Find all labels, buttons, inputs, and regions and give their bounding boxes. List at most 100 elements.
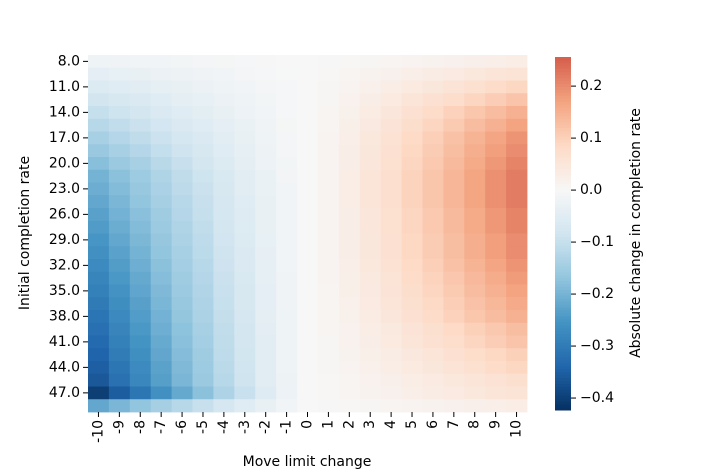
heatmap-cell	[359, 361, 382, 375]
colorbar-segment	[555, 209, 571, 214]
heatmap-cell	[338, 80, 361, 94]
colorbar-segment	[555, 165, 571, 170]
heatmap-cell	[150, 361, 173, 375]
heatmap-cell	[192, 182, 214, 196]
heatmap-cell	[129, 233, 152, 247]
heatmap-cell	[150, 55, 173, 69]
x-tick-label: -5	[195, 420, 211, 434]
heatmap-cell	[297, 348, 319, 362]
colorbar-segment	[555, 407, 571, 411]
colorbar-segment	[555, 68, 571, 73]
heatmap-cell	[485, 67, 507, 81]
heatmap-cell	[234, 93, 256, 107]
heatmap-cell	[192, 259, 214, 273]
heatmap-cell	[485, 195, 507, 209]
heatmap-cell	[317, 259, 340, 273]
colorbar-segment	[555, 151, 571, 155]
colorbar-segment	[555, 371, 571, 376]
heatmap-cell	[359, 322, 382, 336]
x-tick-label: -4	[216, 420, 232, 434]
x-tick-label: -3	[237, 420, 253, 434]
heatmap-cell	[129, 67, 152, 81]
heatmap-cell	[401, 67, 423, 81]
y-tick-label: 35.0	[49, 283, 80, 299]
heatmap-cell	[171, 169, 193, 183]
heatmap-cell	[464, 386, 486, 400]
heatmap-cell	[213, 106, 235, 120]
colorbar-segment	[555, 124, 571, 129]
heatmap-cell	[380, 233, 402, 247]
heatmap-cell	[317, 67, 340, 81]
colorbar-segment	[555, 327, 571, 332]
heatmap-cell	[464, 348, 486, 362]
heatmap-cell	[192, 246, 214, 260]
heatmap-cell	[88, 195, 110, 209]
heatmap-cell	[88, 335, 110, 349]
heatmap-cell	[506, 195, 528, 209]
heatmap-cell	[108, 386, 131, 400]
heatmap-cell	[401, 195, 423, 209]
heatmap-cell	[150, 169, 173, 183]
heatmap-cell	[401, 297, 423, 311]
heatmap-cell	[297, 310, 319, 324]
heatmap-cell	[443, 386, 465, 400]
heatmap-cell	[150, 335, 173, 349]
heatmap-cell	[255, 233, 277, 247]
heatmap-cell	[129, 169, 152, 183]
heatmap-cell	[171, 297, 193, 311]
heatmap-cell	[150, 348, 173, 362]
heatmap-cell	[485, 284, 507, 298]
heatmap-cell	[464, 246, 486, 260]
heatmap-cell	[171, 182, 193, 196]
heatmap-cell	[338, 118, 361, 132]
heatmap-cell	[213, 284, 235, 298]
heatmap-cell	[171, 144, 193, 158]
heatmap-cell	[129, 259, 152, 273]
heatmap-cell	[234, 195, 256, 209]
heatmap-cell	[443, 144, 465, 158]
heatmap-cell	[443, 118, 465, 132]
heatmap-cell	[150, 259, 173, 273]
colorbar-tick-label: 0.2	[580, 78, 602, 94]
heatmap-cell	[88, 361, 110, 375]
heatmap-cell	[171, 361, 193, 375]
colorbar-segment	[555, 133, 571, 137]
heatmap-cell	[88, 157, 110, 171]
heatmap-cell	[108, 322, 131, 336]
heatmap-cell	[213, 118, 235, 132]
heatmap-cell	[129, 55, 152, 69]
heatmap-cell	[213, 144, 235, 158]
heatmap-cell	[150, 220, 173, 234]
x-tick-label: 0	[300, 420, 316, 429]
heatmap-cell	[234, 144, 256, 158]
heatmap-cell	[359, 297, 382, 311]
heatmap-cell	[213, 271, 235, 285]
heatmap-cell	[443, 67, 465, 81]
heatmap-cell	[234, 386, 256, 400]
heatmap-cell	[171, 399, 193, 413]
heatmap-cell	[485, 144, 507, 158]
heatmap-cell	[276, 67, 298, 81]
y-tick-label: 38.0	[49, 308, 80, 324]
heatmap-cell	[506, 310, 528, 324]
x-tick-label: -9	[111, 420, 127, 434]
heatmap-cell	[359, 144, 382, 158]
colorbar-segment	[555, 348, 571, 352]
heatmap-cell	[88, 80, 110, 94]
heatmap-cell	[234, 233, 256, 247]
colorbar-segment	[555, 224, 571, 229]
heatmap-cell	[213, 55, 235, 69]
heatmap-cell	[150, 118, 173, 132]
colorbar-segment	[555, 159, 571, 164]
colorbar-segment	[555, 374, 571, 379]
heatmap-cell	[234, 67, 256, 81]
heatmap-cell	[464, 182, 486, 196]
heatmap-cell	[464, 106, 486, 120]
heatmap-cell	[485, 399, 507, 413]
colorbar-segment	[555, 98, 571, 102]
heatmap-cell	[192, 131, 214, 145]
heatmap-cell	[171, 208, 193, 222]
colorbar-segment	[555, 280, 571, 285]
heatmap-cell	[464, 233, 486, 247]
heatmap-cell	[401, 335, 423, 349]
